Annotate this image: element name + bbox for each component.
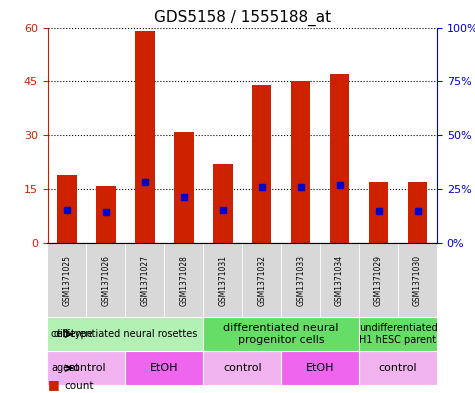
Title: GDS5158 / 1555188_at: GDS5158 / 1555188_at — [154, 10, 331, 26]
Text: differentiated neural
progenitor cells: differentiated neural progenitor cells — [223, 323, 339, 345]
Bar — [57, 175, 77, 243]
Text: GSM1371031: GSM1371031 — [218, 255, 227, 306]
Text: undifferentiated
H1 hESC parent: undifferentiated H1 hESC parent — [359, 323, 437, 345]
Text: EtOH: EtOH — [306, 363, 334, 373]
Bar — [174, 132, 194, 243]
Text: count: count — [64, 381, 94, 391]
Text: agent: agent — [51, 363, 80, 373]
Text: GSM1371025: GSM1371025 — [63, 255, 71, 306]
FancyBboxPatch shape — [359, 243, 398, 317]
Text: ■: ■ — [48, 390, 59, 393]
FancyBboxPatch shape — [203, 351, 281, 385]
FancyBboxPatch shape — [320, 243, 359, 317]
Text: differentiated neural rosettes: differentiated neural rosettes — [54, 329, 197, 339]
Text: ■: ■ — [48, 378, 59, 391]
Text: control: control — [67, 363, 106, 373]
Text: EtOH: EtOH — [150, 363, 179, 373]
FancyBboxPatch shape — [48, 351, 125, 385]
Bar — [213, 164, 233, 243]
Bar — [291, 81, 311, 243]
Bar — [330, 74, 350, 243]
Text: GSM1371027: GSM1371027 — [141, 255, 149, 306]
FancyBboxPatch shape — [164, 243, 203, 317]
Bar — [96, 186, 116, 243]
Text: GSM1371026: GSM1371026 — [102, 255, 110, 306]
Text: control: control — [223, 363, 262, 373]
FancyBboxPatch shape — [359, 317, 437, 351]
FancyBboxPatch shape — [281, 243, 320, 317]
FancyBboxPatch shape — [125, 351, 203, 385]
Text: GSM1371029: GSM1371029 — [374, 255, 383, 306]
Text: GSM1371033: GSM1371033 — [296, 255, 305, 306]
FancyBboxPatch shape — [48, 317, 203, 351]
FancyBboxPatch shape — [203, 243, 242, 317]
FancyBboxPatch shape — [359, 351, 437, 385]
Bar — [369, 182, 389, 243]
FancyBboxPatch shape — [281, 351, 359, 385]
Bar — [252, 85, 272, 243]
Text: GSM1371034: GSM1371034 — [335, 255, 344, 306]
FancyBboxPatch shape — [125, 243, 164, 317]
Text: GSM1371030: GSM1371030 — [413, 255, 422, 306]
Bar — [408, 182, 428, 243]
FancyBboxPatch shape — [48, 243, 86, 317]
Text: cell type: cell type — [51, 329, 93, 339]
Bar — [135, 31, 154, 243]
Text: GSM1371028: GSM1371028 — [180, 255, 188, 306]
Text: GSM1371032: GSM1371032 — [257, 255, 266, 306]
FancyBboxPatch shape — [398, 243, 437, 317]
FancyBboxPatch shape — [203, 317, 359, 351]
FancyBboxPatch shape — [86, 243, 125, 317]
Text: control: control — [379, 363, 418, 373]
FancyBboxPatch shape — [242, 243, 281, 317]
